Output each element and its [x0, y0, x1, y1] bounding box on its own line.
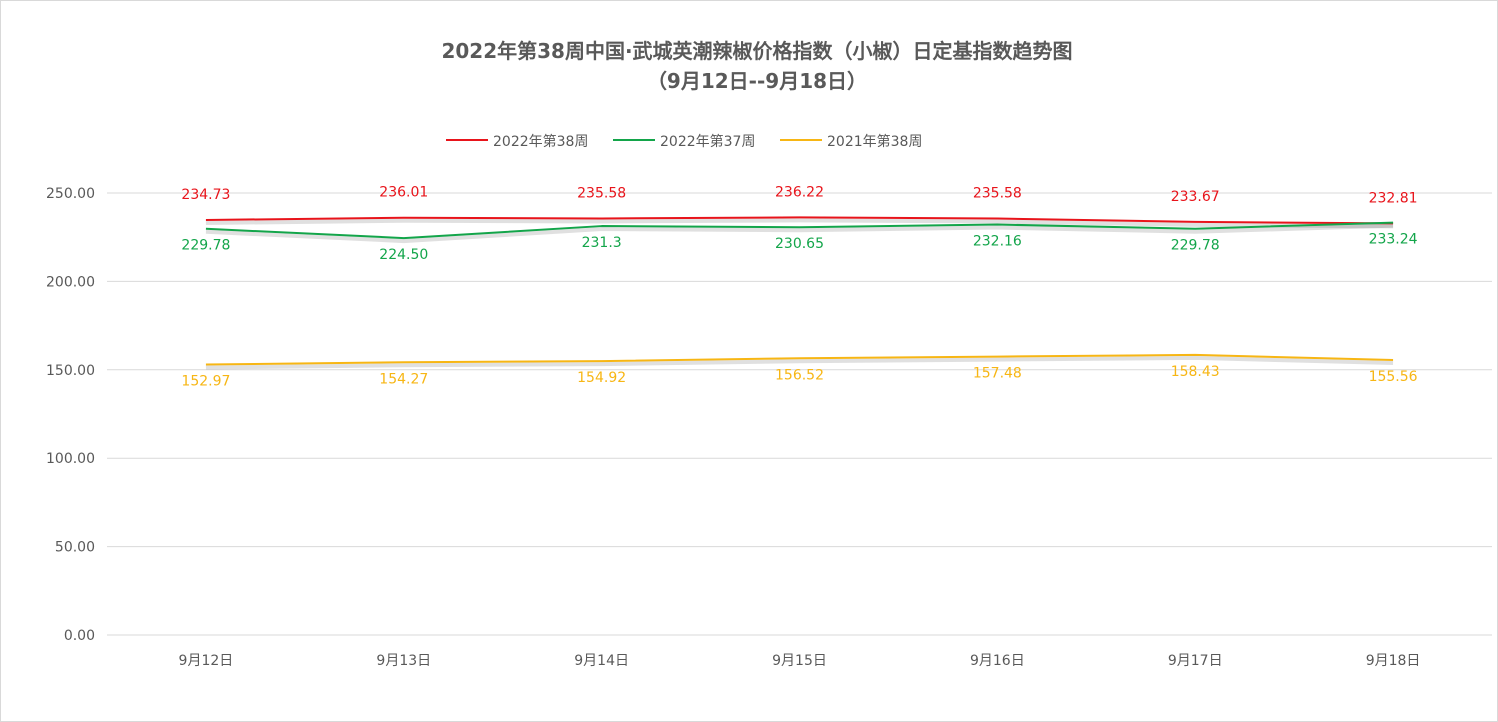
data-label: 154.27	[379, 371, 428, 387]
data-label: 155.56	[1369, 369, 1418, 385]
data-label: 236.22	[775, 184, 824, 200]
series-line	[205, 216, 1394, 225]
y-tick-label: 150.00	[46, 363, 95, 379]
series-line-shadow	[205, 355, 1394, 370]
data-label: 236.01	[379, 185, 428, 201]
data-label: 232.81	[1369, 190, 1418, 206]
data-label: 234.73	[181, 187, 230, 203]
y-tick-label: 100.00	[46, 451, 95, 467]
legend-label: 2022年第38周	[493, 133, 588, 150]
chart-title-line2: （9月12日--9月18日）	[646, 69, 868, 93]
data-label: 158.43	[1171, 364, 1220, 380]
x-tick-label: 9月16日	[970, 653, 1025, 669]
x-tick-label: 9月12日	[179, 653, 234, 669]
data-label: 224.50	[379, 247, 428, 263]
series-line	[205, 221, 1394, 240]
data-label: 231.3	[582, 235, 622, 251]
chart-title-line1: 2022年第38周中国·武城英潮辣椒价格指数（小椒）日定基指数趋势图	[441, 39, 1073, 63]
data-label: 157.48	[973, 366, 1022, 382]
legend-label: 2022年第37周	[660, 133, 755, 150]
data-label: 232.16	[973, 234, 1022, 250]
y-tick-label: 250.00	[46, 186, 95, 202]
data-label: 154.92	[577, 370, 626, 386]
y-tick-label: 200.00	[46, 274, 95, 290]
x-tick-label: 9月18日	[1366, 653, 1421, 669]
x-tick-label: 9月17日	[1168, 653, 1223, 669]
data-label: 230.65	[775, 236, 824, 252]
series-line	[205, 353, 1394, 366]
data-label: 152.97	[181, 374, 230, 390]
x-tick-label: 9月13日	[376, 653, 431, 669]
data-label: 156.52	[775, 367, 824, 383]
data-label: 235.58	[577, 185, 626, 201]
legend-label: 2021年第38周	[827, 133, 922, 150]
x-tick-label: 9月14日	[574, 653, 629, 669]
data-label: 233.24	[1369, 232, 1418, 248]
series-line-shadow	[205, 218, 1394, 229]
data-label: 229.78	[1171, 238, 1220, 254]
chart-title: 2022年第38周中国·武城英潮辣椒价格指数（小椒）日定基指数趋势图 （9月12…	[0, 36, 1498, 96]
data-label: 229.78	[181, 238, 230, 254]
y-tick-label: 50.00	[55, 540, 95, 556]
data-label: 233.67	[1171, 189, 1220, 205]
series-line-shadow	[205, 223, 1394, 244]
x-tick-label: 9月15日	[772, 653, 827, 669]
data-label: 235.58	[973, 185, 1022, 201]
y-tick-label: 0.00	[64, 628, 95, 644]
